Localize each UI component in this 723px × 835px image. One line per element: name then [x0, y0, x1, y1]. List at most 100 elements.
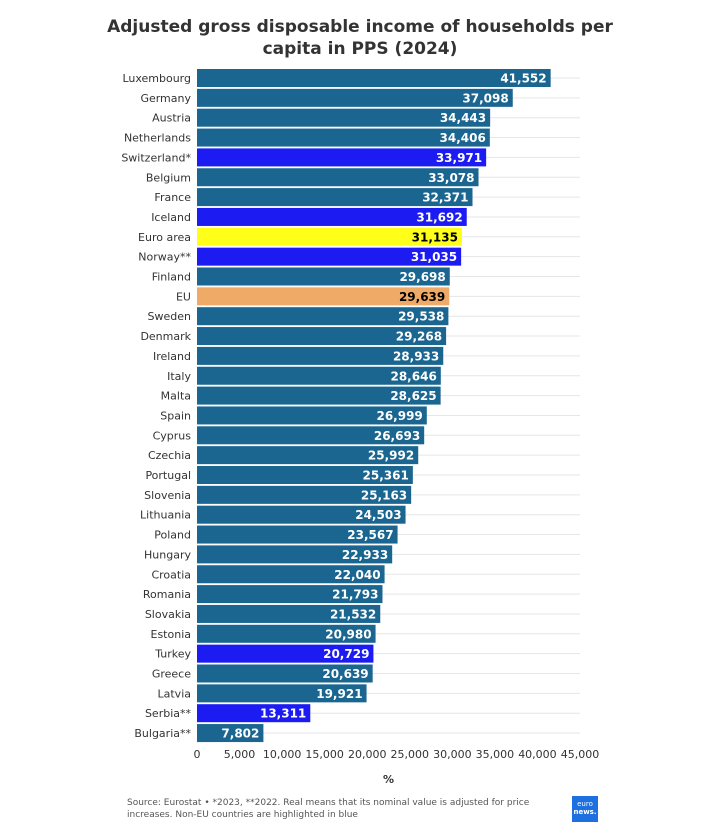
category-label: Switzerland* — [121, 151, 191, 164]
data-label: 7,802 — [221, 727, 259, 741]
data-label: 26,999 — [376, 409, 422, 423]
category-label: Estonia — [151, 628, 192, 641]
x-tick-label: 20,000 — [348, 748, 387, 761]
bar — [197, 485, 412, 504]
data-label: 20,729 — [323, 647, 369, 661]
category-label: Sweden — [148, 310, 191, 323]
bar — [197, 684, 367, 703]
bar — [197, 346, 444, 365]
data-label: 29,698 — [399, 270, 445, 284]
category-label: EU — [176, 290, 191, 303]
category-label: Serbia** — [145, 707, 192, 720]
bar — [197, 565, 385, 584]
category-label: Norway** — [138, 251, 191, 264]
data-label: 28,625 — [390, 389, 436, 403]
x-tick-label: 25,000 — [391, 748, 430, 761]
bar — [197, 188, 473, 207]
bar — [197, 247, 462, 266]
category-label: Croatia — [151, 568, 191, 581]
bar — [197, 128, 490, 147]
data-label: 33,078 — [428, 171, 474, 185]
category-label: Spain — [160, 409, 191, 422]
x-tick-label: 15,000 — [305, 748, 344, 761]
category-label: Luxembourg — [122, 72, 191, 85]
chart-title: Adjusted gross disposable income of hous… — [107, 17, 613, 59]
category-label: Belgium — [146, 171, 191, 184]
category-label: Iceland — [151, 211, 191, 224]
bar — [197, 505, 406, 524]
data-label: 41,552 — [500, 72, 546, 86]
logo-line2: news. — [573, 808, 597, 816]
data-label: 22,933 — [342, 548, 388, 562]
data-label: 21,532 — [330, 607, 376, 621]
bar — [197, 704, 311, 723]
data-label: 25,361 — [363, 469, 409, 483]
data-label: 23,567 — [347, 528, 393, 542]
x-axis-label: % — [383, 773, 394, 786]
data-label: 34,443 — [440, 111, 486, 125]
bar — [197, 664, 373, 683]
category-label: Denmark — [140, 330, 191, 343]
x-tick-label: 40,000 — [518, 748, 557, 761]
category-label: Slovakia — [145, 608, 191, 621]
bar — [197, 525, 398, 544]
bar — [197, 267, 450, 286]
data-label: 25,163 — [361, 488, 407, 502]
data-label: 33,971 — [436, 151, 482, 165]
category-label: Netherlands — [124, 132, 191, 145]
data-label: 13,311 — [260, 707, 306, 721]
data-label: 29,538 — [398, 310, 444, 324]
bar — [197, 88, 513, 107]
bar — [197, 287, 450, 306]
bar — [197, 386, 441, 405]
bar — [197, 406, 427, 425]
bar — [197, 168, 479, 187]
bar — [197, 604, 381, 623]
data-label: 20,980 — [325, 627, 371, 641]
category-label: Greece — [152, 668, 191, 681]
x-tick-label: 0 — [194, 748, 201, 761]
x-tick-label: 30,000 — [433, 748, 472, 761]
bar — [197, 426, 425, 445]
euronews-logo: euro news. — [572, 796, 598, 822]
bar — [197, 227, 462, 246]
bar — [197, 466, 413, 484]
data-label: 19,921 — [316, 687, 362, 701]
bar — [197, 545, 393, 564]
data-label: 28,646 — [390, 369, 436, 383]
x-tick-label: 10,000 — [263, 748, 302, 761]
data-label: 32,371 — [422, 191, 468, 205]
category-label: Bulgaria** — [134, 727, 191, 740]
data-label: 31,135 — [412, 230, 458, 244]
x-tick-label: 45,000 — [561, 748, 600, 761]
category-label: Italy — [167, 370, 191, 383]
data-label: 31,692 — [416, 210, 462, 224]
category-label: Austria — [152, 112, 191, 125]
category-label: Lithuania — [140, 509, 191, 522]
bar — [197, 724, 264, 743]
category-label: Euro area — [138, 231, 191, 244]
data-label: 26,693 — [374, 429, 420, 443]
data-label: 34,406 — [440, 131, 486, 145]
bar — [197, 69, 551, 87]
x-tick-label: 35,000 — [476, 748, 515, 761]
category-label: Poland — [154, 529, 191, 542]
bar — [197, 207, 467, 226]
category-label: Turkey — [154, 648, 191, 661]
data-label: 25,992 — [368, 449, 414, 463]
category-label: Cyprus — [153, 429, 192, 442]
data-label: 29,639 — [399, 290, 445, 304]
data-label: 22,040 — [334, 568, 380, 582]
category-label: Latvia — [158, 687, 192, 700]
category-label: Hungary — [144, 548, 191, 561]
source-note: Source: Eurostat • *2023, **2022. Real m… — [127, 798, 530, 820]
category-label: France — [154, 191, 191, 204]
bar — [197, 148, 487, 167]
bar — [197, 327, 447, 346]
category-label: Finland — [152, 271, 191, 284]
category-label: Czechia — [148, 449, 191, 462]
bar — [197, 446, 419, 465]
data-label: 37,098 — [462, 91, 508, 105]
data-label: 24,503 — [355, 508, 401, 522]
